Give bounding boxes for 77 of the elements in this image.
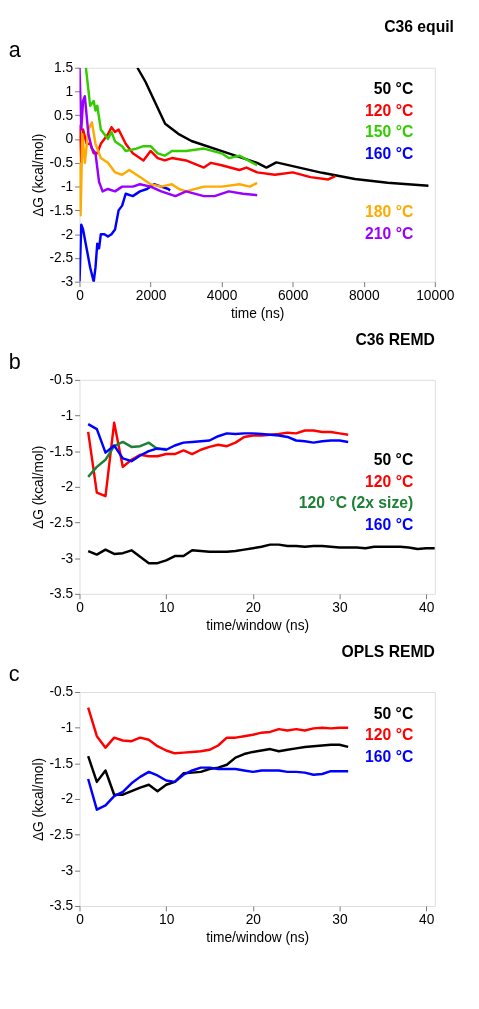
x-tick-label: 0 (76, 912, 85, 928)
x-tick-label: 30 (332, 600, 348, 616)
line-series (84, 67, 259, 167)
y-tick-label: -3 (60, 274, 74, 290)
y-tick-label: -2.5 (49, 514, 74, 530)
y-tick-label: -3 (60, 550, 74, 566)
x-tick-label: 40 (419, 600, 435, 616)
y-tick-label: -1.5 (49, 443, 74, 459)
y-tick-label: -2.5 (49, 250, 74, 266)
y-axis-title: ΔG (kcal/mol) (30, 133, 46, 217)
line-series (86, 743, 350, 796)
text: 150 °C (365, 123, 414, 141)
text: 120 °C (365, 472, 414, 490)
line-series (79, 67, 259, 198)
line-series (86, 766, 350, 811)
y-tick-label: -1.5 (49, 202, 74, 218)
text: a (8, 36, 21, 62)
y-tick-label: -2 (60, 226, 74, 242)
y-tick-label: 1 (65, 83, 74, 99)
x-tick-label: 20 (245, 600, 262, 616)
text: c (8, 661, 20, 687)
text: 180 °C (365, 202, 414, 220)
y-tick-label: 0.5 (54, 107, 74, 123)
x-tick-label: 0 (76, 287, 85, 303)
text: 120 °C (365, 101, 414, 119)
x-tick-label: 4000 (206, 287, 238, 303)
line-series (86, 706, 350, 755)
x-tick-label: 10000 (416, 287, 455, 303)
chart-title: C36 REMD (355, 330, 435, 348)
line-series (86, 422, 350, 463)
y-tick-label: -0.5 (49, 684, 74, 700)
text: 120 °C (2x size) (298, 494, 414, 512)
x-axis-title: time/window (ns) (206, 617, 310, 633)
x-tick-label: 8000 (348, 287, 380, 303)
y-tick-label: -3 (60, 862, 74, 878)
y-tick-label: -1 (60, 407, 74, 423)
text: 50 °C (373, 451, 414, 469)
y-tick-label: 1.5 (54, 60, 74, 76)
text: 210 °C (365, 224, 414, 242)
text: 160 °C (365, 516, 414, 534)
y-tick-label: -2 (60, 791, 74, 807)
chart-title: C36 equil (384, 18, 454, 36)
x-tick-label: 40 (419, 912, 435, 928)
line-series (136, 67, 430, 187)
y-axis-title: ΔG (kcal/mol) (30, 757, 46, 842)
text: 50 °C (373, 704, 414, 722)
text: b (8, 349, 21, 375)
y-tick-label: -1 (60, 179, 74, 195)
line-series (79, 183, 172, 282)
series-label: 120 °C (365, 726, 414, 744)
chart-title: OPLS REMD (341, 642, 435, 660)
x-tick-label: 2000 (135, 287, 167, 303)
line-series (79, 123, 337, 181)
y-tick-label: -2.5 (49, 827, 74, 843)
y-tick-label: -3.5 (49, 898, 74, 914)
x-tick-label: 20 (245, 912, 262, 928)
x-tick-label: 6000 (277, 287, 309, 303)
series-label: 160 °C (365, 747, 414, 765)
x-tick-label: 10 (159, 912, 175, 928)
text: 50 °C (373, 80, 414, 98)
line-series (86, 421, 350, 498)
y-tick-label: -1.5 (49, 755, 74, 771)
x-tick-label: 30 (332, 912, 348, 928)
x-tick-label: 10 (159, 600, 175, 616)
y-tick-label: -0.5 (49, 155, 74, 171)
x-axis-title: time/window (ns) (206, 929, 310, 945)
y-tick-label: -1 (60, 720, 74, 736)
y-tick-label: -0.5 (49, 372, 74, 388)
text: 160 °C (365, 145, 414, 163)
x-axis-title: time (ns) (230, 305, 285, 321)
y-axis-title: ΔG (kcal/mol) (30, 445, 46, 529)
y-tick-label: -3.5 (49, 586, 74, 602)
line-series (79, 121, 259, 217)
line-series (86, 543, 435, 565)
y-tick-label: -2 (60, 479, 74, 495)
x-tick-label: 0 (76, 600, 85, 616)
y-tick-label: 0 (65, 131, 74, 147)
